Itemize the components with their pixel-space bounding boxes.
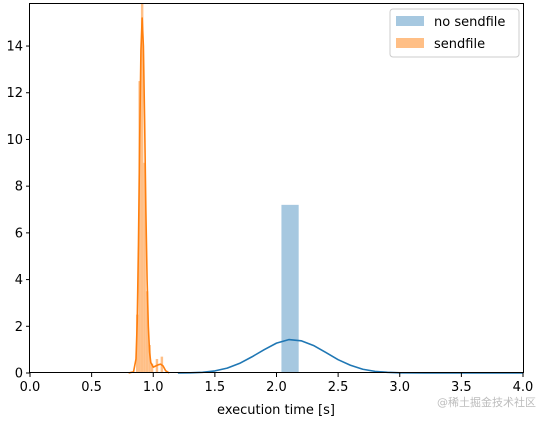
x-tick-label: 1.0 [143,380,164,395]
bars-layer [135,4,299,374]
y-tick-label: 2 [15,320,23,335]
x-tick-label: 0.5 [81,380,102,395]
legend-label-sendfile: sendfile [434,37,485,52]
hist-bar-sendfile-1 [138,81,141,374]
legend-swatch-no-sendfile [396,16,424,26]
y-tick-label: 4 [15,273,23,288]
y-tick-label: 8 [15,180,23,195]
y-tick-label: 6 [15,226,23,241]
x-axis-label: execution time [s] [217,403,335,418]
hist-bar-no-sendfile-0 [281,204,299,373]
legend: no sendfile sendfile [389,8,520,58]
x-tick-label: 2.5 [328,380,349,395]
y-tick-label: 14 [6,40,23,55]
watermark: @稀土掘金技术社区 [437,395,536,409]
hist-bar-sendfile-3 [143,162,146,373]
x-tick-label: 0.0 [20,380,41,395]
legend-label-no-sendfile: no sendfile [434,15,505,30]
legend-swatch-sendfile [396,38,424,48]
hist-bar-sendfile-4 [145,291,149,373]
x-tick-label: 3.0 [389,380,410,395]
y-tick-label: 0 [15,367,23,382]
y-tick-label: 12 [6,86,23,101]
y-tick-label: 10 [6,133,23,148]
hist-bar-sendfile-5 [148,344,151,373]
x-tick-label: 4.0 [513,380,534,395]
kde-layer [128,17,523,374]
hist-bar-sendfile-2 [140,4,144,373]
x-tick-label: 1.5 [205,380,226,395]
plot-frame [29,3,524,373]
x-axis: 0.0 0.5 1.0 1.5 2.0 2.5 3.0 3.5 4.0 [20,373,534,395]
x-tick-label: 3.5 [451,380,472,395]
kde-line-sendfile [128,17,170,374]
y-axis: 0 2 4 6 8 10 12 14 [6,40,30,382]
hist-bar-sendfile-6 [150,363,154,373]
kde-line-no-sendfile [177,338,523,374]
x-tick-label: 2.0 [266,380,287,395]
